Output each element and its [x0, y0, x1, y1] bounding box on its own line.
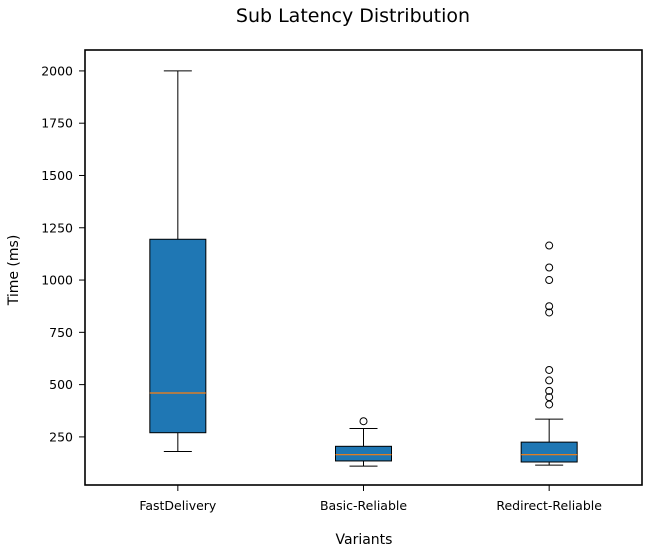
- outlier-point: [545, 393, 554, 402]
- y-tick-label: 2000: [41, 63, 73, 78]
- x-tick-label: Redirect-Reliable: [496, 498, 602, 513]
- y-tick-label: 1500: [41, 168, 73, 183]
- outlier-point: [545, 302, 554, 311]
- outlier-point: [359, 417, 368, 426]
- y-tick-label: 1250: [41, 220, 73, 235]
- y-tick-label: 1750: [41, 116, 73, 131]
- iqr-box: [149, 238, 207, 434]
- outlier-point: [545, 376, 554, 385]
- outlier-point: [545, 386, 554, 395]
- outlier-point: [545, 241, 554, 250]
- y-tick-label: 500: [49, 377, 73, 392]
- x-tick-label: Basic-Reliable: [320, 498, 407, 513]
- iqr-box: [520, 441, 578, 463]
- outlier-point: [545, 276, 554, 285]
- plot-frame: [84, 49, 643, 486]
- y-tick-label: 750: [49, 325, 73, 340]
- chart-title: Sub Latency Distribution: [236, 5, 470, 27]
- outlier-point: [545, 308, 554, 317]
- x-axis-label: Variants: [336, 532, 393, 548]
- iqr-box: [335, 445, 392, 462]
- y-tick-label: 1000: [41, 273, 73, 288]
- y-axis-label: Time (ms): [6, 235, 22, 307]
- outlier-point: [545, 365, 554, 374]
- outlier-point: [545, 400, 554, 409]
- x-tick-label: FastDelivery: [139, 498, 217, 513]
- plot-area: 250 500 750 1000 1250 1500 1750 2000 FastDeliver…: [41, 49, 643, 513]
- outlier-point: [545, 263, 554, 272]
- y-tick-label: 250: [49, 429, 73, 444]
